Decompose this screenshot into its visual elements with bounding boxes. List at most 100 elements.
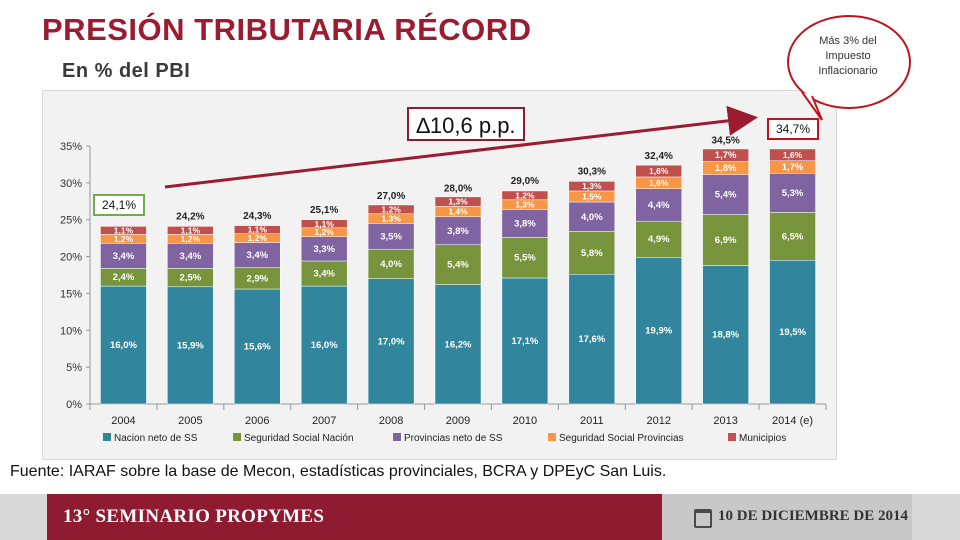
bar-value-label: 17,6% bbox=[578, 334, 605, 345]
y-tick-label: 20% bbox=[60, 252, 82, 264]
bar-value-label: 5,4% bbox=[447, 260, 469, 271]
bar-segment bbox=[568, 231, 616, 275]
bar-segment bbox=[702, 214, 749, 266]
source-note: Fuente: IARAF sobre la base de Mecon, es… bbox=[10, 463, 667, 480]
page-subtitle: En % del PBI bbox=[62, 60, 191, 82]
bar-value-label: 5,3% bbox=[782, 188, 804, 199]
bar-value-label: 19,9% bbox=[645, 326, 672, 337]
bar-total-label: 25,1% bbox=[310, 205, 338, 216]
bar-value-label: 1,2% bbox=[314, 227, 334, 237]
bar-value-label: 4,4% bbox=[648, 200, 670, 211]
bar-value-label: 15,9% bbox=[177, 340, 204, 351]
bar-segment bbox=[367, 278, 415, 405]
bar-total-label: 24,2% bbox=[176, 212, 204, 223]
bar-value-label: 4,0% bbox=[581, 212, 603, 223]
total-2014-box: 34,7% bbox=[767, 118, 819, 140]
y-tick-label: 10% bbox=[60, 325, 82, 337]
bar-value-label: 3,4% bbox=[180, 251, 202, 262]
bar-segment bbox=[501, 277, 549, 405]
legend-label: Nacion neto de SS bbox=[114, 433, 198, 444]
bar-total-label: 27,0% bbox=[377, 191, 405, 202]
bar-value-label: 16,0% bbox=[110, 340, 137, 351]
bar-value-label: 5,4% bbox=[715, 190, 737, 201]
bar-segment bbox=[300, 236, 348, 262]
bar-segment bbox=[568, 274, 616, 405]
bar-segment bbox=[100, 285, 147, 405]
x-tick-label: 2012 bbox=[646, 415, 670, 427]
bar-total-label: 30,3% bbox=[578, 167, 606, 178]
footer-bar: 13° SEMINARIO PROPYMES 10 DE DICIEMBRE D… bbox=[0, 494, 960, 540]
bar-value-label: 1,3% bbox=[448, 197, 468, 207]
bar-segment bbox=[434, 284, 482, 405]
bar-value-label: 3,8% bbox=[447, 226, 469, 237]
bar-value-label: 1,2% bbox=[381, 204, 401, 214]
bar-value-label: 4,0% bbox=[380, 259, 402, 270]
x-tick-label: 2010 bbox=[513, 415, 537, 427]
bar-segment bbox=[367, 204, 415, 215]
legend-label: Municipios bbox=[739, 433, 786, 444]
y-tick-label: 15% bbox=[60, 288, 82, 300]
event-date: 10 DE DICIEMBRE DE 2014 bbox=[718, 508, 909, 524]
bar-value-label: 16,2% bbox=[445, 339, 472, 350]
x-tick-label: 2013 bbox=[713, 415, 737, 427]
bar-value-label: 1,3% bbox=[515, 200, 535, 210]
bar-segment bbox=[769, 212, 816, 261]
legend-swatch bbox=[728, 433, 736, 441]
inflation-tax-callout bbox=[787, 15, 911, 109]
total-2004-box: 24,1% bbox=[93, 194, 145, 216]
bar-value-label: 1,1% bbox=[248, 225, 268, 235]
bar-segment bbox=[167, 226, 214, 235]
bar-value-label: 1,1% bbox=[114, 225, 134, 235]
callout-tail bbox=[801, 92, 823, 121]
bar-total-label: 28,0% bbox=[444, 184, 472, 195]
legend-swatch bbox=[548, 433, 556, 441]
bar-segment bbox=[434, 244, 482, 285]
calendar-icon bbox=[694, 509, 712, 528]
bar-value-label: 1,8% bbox=[715, 163, 737, 174]
legend-swatch bbox=[393, 433, 401, 441]
y-tick-label: 35% bbox=[60, 141, 82, 153]
x-tick-label: 2006 bbox=[245, 415, 269, 427]
x-tick-label: 2014 (e) bbox=[772, 415, 813, 427]
bar-segment bbox=[501, 209, 549, 238]
bar-value-label: 1,2% bbox=[181, 234, 201, 244]
bar-segment bbox=[100, 243, 147, 269]
legend-swatch bbox=[233, 433, 241, 441]
callout-text: Más 3% del Impuesto Inflacionario bbox=[795, 34, 901, 79]
footer-event: 13° SEMINARIO PROPYMES bbox=[47, 494, 662, 540]
event-name: 13° SEMINARIO PROPYMES bbox=[63, 506, 325, 527]
callout-line-3: Inflacionario bbox=[818, 65, 878, 77]
bar-segment bbox=[300, 260, 348, 287]
bar-value-label: 3,4% bbox=[113, 251, 135, 262]
bar-segment bbox=[234, 288, 281, 405]
bar-total-label: 32,4% bbox=[645, 151, 673, 162]
bar-value-label: 1,2% bbox=[114, 234, 134, 244]
bar-value-label: 6,5% bbox=[782, 231, 804, 242]
bar-value-label: 5,8% bbox=[581, 248, 603, 259]
callout-line-1: Más 3% del bbox=[819, 35, 877, 47]
bar-value-label: 1,7% bbox=[782, 162, 804, 173]
y-tick-label: 5% bbox=[66, 362, 82, 374]
bar-segment bbox=[635, 188, 682, 222]
bar-value-label: 3,4% bbox=[313, 269, 335, 280]
legend-label: Provincias neto de SS bbox=[404, 433, 503, 444]
bar-value-label: 1,1% bbox=[314, 219, 334, 229]
bar-segment bbox=[635, 220, 682, 258]
bar-value-label: 15,6% bbox=[244, 342, 271, 353]
bar-value-label: 1,6% bbox=[649, 178, 669, 188]
bar-value-label: 18,8% bbox=[712, 330, 739, 341]
bar-value-label: 3,4% bbox=[246, 250, 268, 261]
bar-segment bbox=[167, 286, 214, 405]
x-tick-label: 2005 bbox=[178, 415, 202, 427]
delta-annotation: ∆10,6 p.p. bbox=[407, 107, 525, 141]
bar-total-label: 34,5% bbox=[711, 136, 739, 147]
bar-value-label: 16,0% bbox=[311, 340, 338, 351]
bar-value-label: 6,9% bbox=[715, 235, 737, 246]
bar-segment bbox=[434, 196, 482, 207]
bar-value-label: 1,3% bbox=[381, 214, 401, 224]
bar-value-label: 17,1% bbox=[511, 336, 538, 347]
x-tick-label: 2011 bbox=[580, 415, 604, 427]
bar-segment bbox=[635, 257, 682, 405]
bar-value-label: 1,6% bbox=[649, 166, 669, 176]
x-tick-label: 2009 bbox=[446, 415, 470, 427]
